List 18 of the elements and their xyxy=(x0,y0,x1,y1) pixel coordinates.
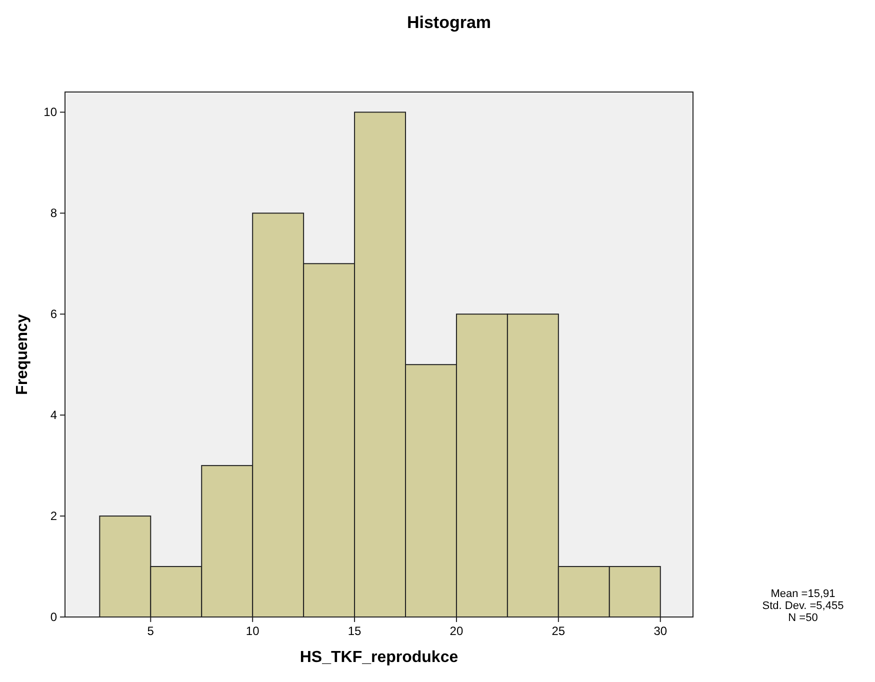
text: Mean =15,91 xyxy=(770,588,836,600)
x-tick-label: 20 xyxy=(450,624,464,638)
y-tick-label: 0 xyxy=(50,610,58,624)
chart-title: Histogram xyxy=(406,13,492,32)
y-tick-label: 6 xyxy=(50,307,58,322)
y-tick-label: 8 xyxy=(50,206,58,220)
x-tick-label: 10 xyxy=(246,624,260,638)
y-tick-label: 10 xyxy=(44,105,58,120)
y-tick-label: 2 xyxy=(50,509,58,524)
text: N =50 xyxy=(788,612,818,624)
y-axis-title: Frequency xyxy=(14,314,31,395)
x-tick-label: 15 xyxy=(348,624,362,638)
x-tick-label: 5 xyxy=(147,624,154,638)
text: Std. Dev. =5,455 xyxy=(762,600,844,612)
x-axis-title: HS_TKF_reprodukce xyxy=(300,649,458,666)
y-tick-label: 4 xyxy=(50,408,58,422)
x-tick-label: 30 xyxy=(654,624,668,638)
x-tick-label: 25 xyxy=(552,624,566,638)
